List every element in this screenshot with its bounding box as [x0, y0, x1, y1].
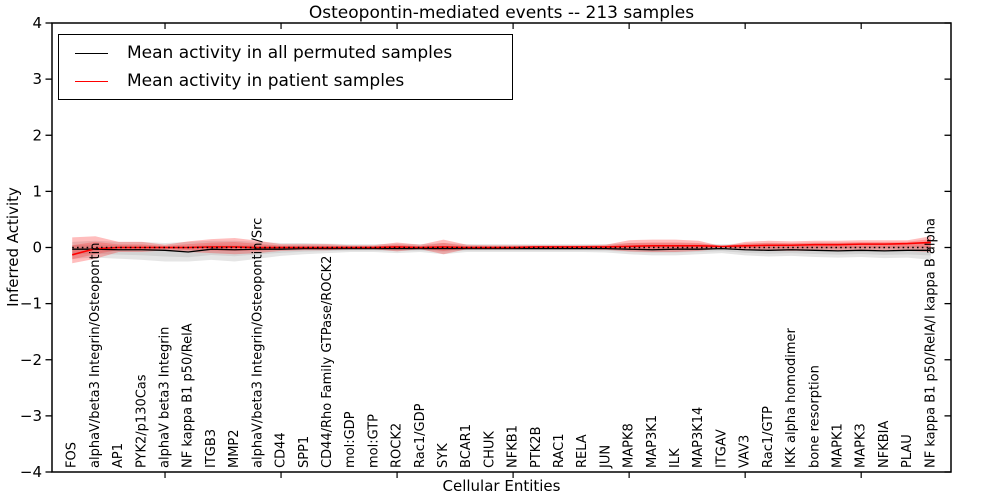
x-tick-label: JUN [598, 445, 613, 469]
x-tick-label: MAPK8 [622, 423, 637, 468]
x-tick-label: mol:GTP [366, 414, 381, 468]
x-tick-label: NF kappa B1 p50/RelA [181, 323, 196, 468]
x-tick-label: ITGAV [714, 429, 729, 468]
x-tick-label: mol:GDP [343, 411, 358, 468]
y-tick-label: −2 [20, 351, 42, 369]
x-axis-label: Cellular Entities [442, 477, 561, 495]
x-tick-label: ITGB3 [204, 429, 219, 468]
x-tick-label: NFKBIA [877, 421, 892, 468]
legend-entry-patient: Mean activity in patient samples [59, 71, 512, 91]
x-tick-label: ILK [668, 448, 683, 468]
x-tick-label: NF kappa B1 p50/RelA/I kappa B alpha [923, 218, 938, 468]
x-tick-label: MAP3K14 [691, 407, 706, 468]
x-tick-label: VAV3 [738, 435, 753, 468]
legend-label-permuted: Mean activity in all permuted samples [127, 43, 453, 63]
y-tick-label: −1 [20, 295, 42, 313]
legend: Mean activity in all permuted samples Me… [58, 34, 513, 100]
x-tick-label: CHUK [482, 431, 497, 468]
y-tick-label: 0 [32, 239, 42, 257]
chart-title: Osteopontin-mediated events -- 213 sampl… [308, 3, 695, 23]
x-tick-label: MMP2 [227, 429, 242, 468]
x-tick-label: MAP3K1 [645, 415, 660, 468]
y-tick-label: 1 [32, 182, 42, 200]
x-tick-label: ROCK2 [390, 423, 405, 468]
x-tick-label: Rac1/GDP [413, 403, 428, 468]
x-tick-label: SYK [436, 443, 451, 468]
permuted-line-sample-icon [75, 52, 108, 54]
y-tick-label: −3 [20, 407, 42, 425]
x-tick-label: alphaV/beta3 Integrin/Osteopontin [88, 243, 103, 468]
x-tick-label: alphaV/beta3 Integrin/Osteopontin/Src [250, 218, 265, 468]
y-tick-label: 2 [32, 126, 42, 144]
x-tick-label: Rac1/GTP [761, 406, 776, 468]
x-tick-label: SPP1 [297, 436, 312, 468]
legend-entry-permuted: Mean activity in all permuted samples [59, 43, 512, 63]
x-tick-label: AP1 [111, 443, 126, 468]
y-tick-label: −4 [20, 463, 42, 481]
x-tick-label: BCAR1 [459, 424, 474, 468]
y-tick-label: 4 [32, 14, 42, 32]
x-tick-label: CD44 [274, 432, 289, 468]
patient-line-sample-icon [75, 80, 108, 82]
y-tick-label: 3 [32, 70, 42, 88]
x-tick-label: bone resorption [807, 365, 822, 468]
x-tick-label: MAPK3 [854, 423, 869, 468]
legend-label-patient: Mean activity in patient samples [127, 71, 405, 91]
x-tick-label: MAPK1 [830, 423, 845, 468]
x-tick-label: PTK2B [529, 427, 544, 469]
x-tick-label: CD44/Rho Family GTPase/ROCK2 [320, 256, 335, 468]
x-tick-label: IKK alpha homodimer [784, 327, 799, 468]
x-tick-label: NFKB1 [506, 425, 521, 468]
x-tick-label: PLAU [900, 434, 915, 468]
x-tick-label: FOS [65, 442, 80, 468]
patient-mean-line [71, 241, 931, 256]
permuted-mean-line [72, 247, 931, 253]
x-tick-label: RELA [575, 434, 590, 468]
x-tick-label: RAC1 [552, 433, 567, 468]
x-tick-label: alphaV beta3 Integrin [158, 327, 173, 468]
x-tick-label: PYK2/p130Cas [134, 374, 149, 468]
